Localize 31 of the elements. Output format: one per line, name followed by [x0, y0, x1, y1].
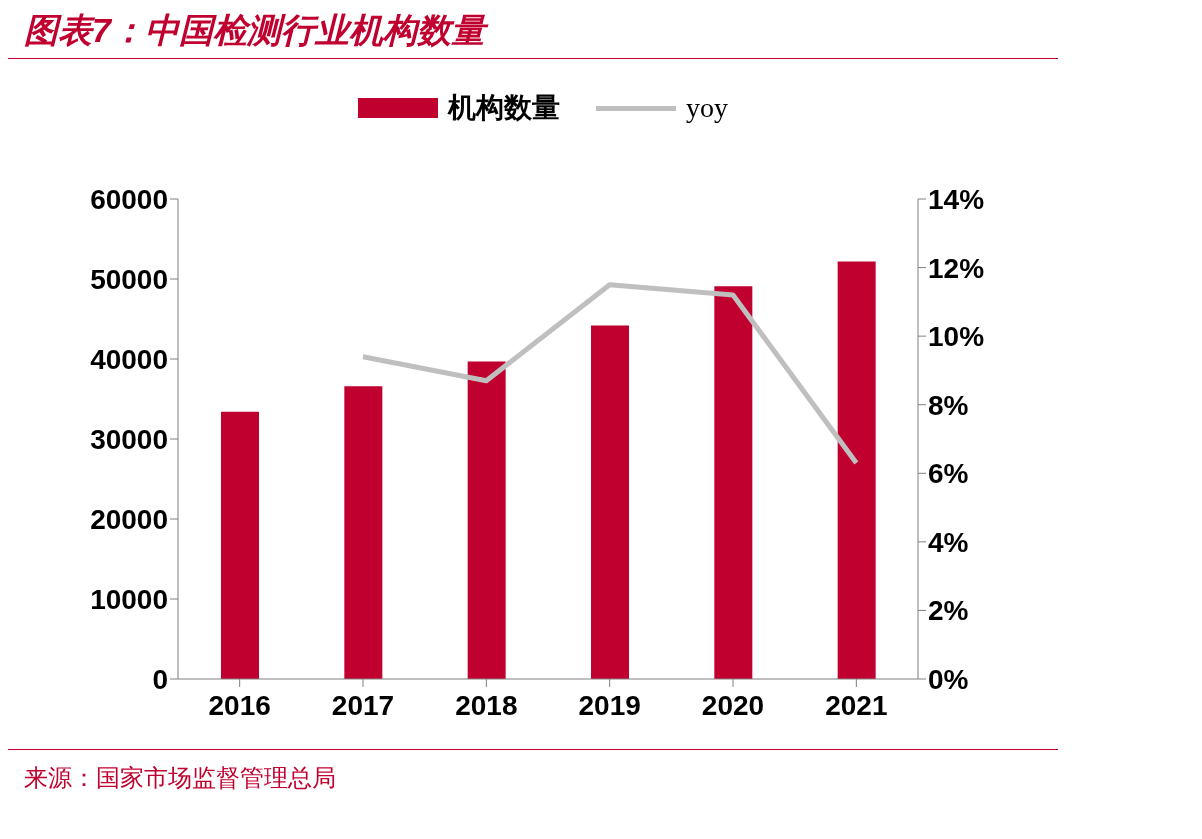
- bar: [467, 361, 506, 679]
- y2-tick-label: 4%: [928, 526, 969, 558]
- y-tick-label: 30000: [90, 423, 168, 455]
- x-tick-label: 2021: [825, 689, 888, 721]
- y-tick-label: 0: [152, 663, 168, 695]
- y-tick-label: 10000: [90, 583, 168, 615]
- bar: [344, 386, 383, 679]
- y2-tick-label: 8%: [928, 389, 969, 421]
- x-tick-label: 2018: [455, 689, 518, 721]
- bar: [714, 286, 753, 679]
- y2-tick-label: 10%: [928, 321, 985, 353]
- y2-tick-label: 12%: [928, 252, 985, 284]
- source-note: 来源：国家市场监督管理总局: [24, 763, 337, 794]
- x-tick-label: 2016: [208, 689, 271, 721]
- y-tick-label: 40000: [90, 343, 168, 375]
- y-tick-label: 60000: [90, 183, 168, 215]
- bar: [591, 325, 629, 679]
- bar: [221, 411, 259, 679]
- bar: [837, 261, 876, 679]
- y-tick-label: 50000: [90, 263, 168, 295]
- y-tick-label: 20000: [90, 503, 168, 535]
- y2-tick-label: 6%: [928, 458, 969, 490]
- x-tick-label: 2017: [331, 689, 395, 721]
- chart-title: 图表7：中国检测行业机构数量: [8, 8, 1058, 59]
- y2-tick-label: 2%: [928, 595, 969, 627]
- y2-tick-label: 0%: [928, 663, 969, 695]
- y2-tick-label: 14%: [928, 183, 985, 215]
- x-tick-label: 2019: [578, 689, 641, 721]
- x-tick-label: 2020: [701, 689, 765, 721]
- legend-label: yoy: [685, 91, 728, 125]
- legend-label: 机构数量: [446, 91, 560, 125]
